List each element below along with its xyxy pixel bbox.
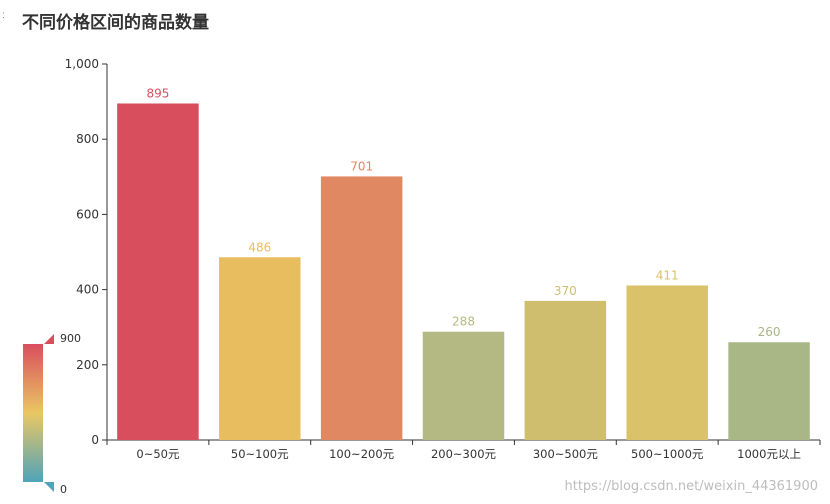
y-tick-label: 0 — [91, 433, 99, 447]
visual-map-min-label: 0 — [60, 483, 67, 496]
y-tick-label: 400 — [76, 283, 99, 297]
corner-mark: : — [2, 10, 5, 21]
bar-value-label: 895 — [146, 86, 169, 100]
y-tick-label: 800 — [76, 132, 99, 146]
bar — [219, 257, 301, 440]
bar — [117, 103, 199, 440]
bar-value-label: 701 — [350, 159, 373, 173]
visual-map-bar — [23, 344, 43, 482]
bar-value-label: 486 — [248, 240, 271, 254]
bar — [422, 331, 505, 440]
y-tick-label: 1,000 — [65, 57, 99, 71]
chart-title: 不同价格区间的商品数量 — [22, 13, 209, 33]
bar — [524, 300, 607, 440]
bar — [320, 176, 403, 440]
bar-value-label: 260 — [758, 325, 781, 339]
x-tick-label: 500~1000元 — [631, 447, 704, 461]
visual-map-min-handle — [44, 482, 54, 492]
bar-value-label: 370 — [554, 284, 577, 298]
bar-value-label: 288 — [452, 315, 475, 329]
y-tick-label: 600 — [76, 207, 99, 221]
bar — [728, 342, 810, 440]
y-tick-label: 200 — [76, 358, 99, 372]
x-tick-label: 100~200元 — [329, 447, 395, 461]
x-tick-label: 0~50元 — [136, 447, 180, 461]
visual-map-max-label: 900 — [60, 332, 81, 345]
watermark: https://blog.csdn.net/weixin_44361900 — [564, 479, 818, 494]
bar — [626, 285, 708, 440]
x-tick-label: 1000元以上 — [737, 447, 801, 461]
x-tick-label: 300~500元 — [533, 447, 599, 461]
visual-map-max-handle — [44, 334, 54, 344]
x-tick-label: 50~100元 — [231, 447, 289, 461]
bar-value-label: 411 — [656, 268, 679, 282]
x-tick-label: 200~300元 — [431, 447, 497, 461]
